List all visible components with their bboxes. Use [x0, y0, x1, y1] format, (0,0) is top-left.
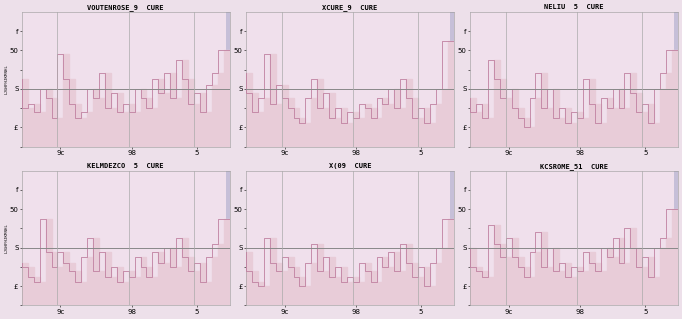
Polygon shape: [22, 50, 230, 146]
Title: X(09  CURE: X(09 CURE: [329, 163, 371, 169]
Polygon shape: [470, 209, 678, 305]
Bar: [450, 12, 457, 146]
Polygon shape: [470, 50, 678, 146]
Y-axis label: LJGHFHJKMNHL: LJGHFHJKMNHL: [4, 223, 8, 253]
Title: XCURE_9  CURE: XCURE_9 CURE: [322, 4, 378, 11]
Bar: [226, 171, 233, 305]
Bar: [674, 12, 681, 146]
Title: KELMDEZCO  5  CURE: KELMDEZCO 5 CURE: [87, 163, 164, 169]
Y-axis label: LJGHFHJKMNHL: LJGHFHJKMNHL: [4, 64, 8, 94]
Title: VOUTENROSE_9  CURE: VOUTENROSE_9 CURE: [87, 4, 164, 11]
Polygon shape: [22, 219, 230, 305]
Title: KCSROME_51  CURE: KCSROME_51 CURE: [540, 163, 608, 170]
Bar: [674, 171, 681, 305]
Bar: [450, 171, 457, 305]
Polygon shape: [246, 219, 454, 305]
Title: NELIU  5  CURE: NELIU 5 CURE: [544, 4, 604, 10]
Bar: [226, 12, 233, 146]
Polygon shape: [246, 41, 454, 146]
